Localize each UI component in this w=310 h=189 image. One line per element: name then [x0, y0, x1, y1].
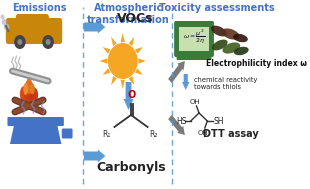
Ellipse shape [20, 86, 28, 102]
Polygon shape [129, 37, 134, 46]
Circle shape [17, 39, 22, 45]
Polygon shape [129, 76, 134, 85]
Text: OH: OH [189, 99, 200, 105]
FancyArrow shape [168, 115, 185, 135]
Text: HS: HS [177, 116, 187, 125]
Ellipse shape [23, 81, 35, 103]
Text: SH: SH [214, 116, 224, 125]
FancyBboxPatch shape [174, 21, 214, 57]
FancyArrow shape [182, 74, 189, 90]
Polygon shape [111, 37, 117, 46]
Ellipse shape [23, 83, 28, 95]
Text: R₂: R₂ [149, 130, 158, 139]
FancyArrow shape [84, 20, 105, 33]
FancyArrow shape [168, 61, 185, 83]
Text: Toxicity assessments: Toxicity assessments [159, 3, 275, 13]
Polygon shape [138, 58, 146, 64]
Ellipse shape [30, 88, 38, 102]
Circle shape [0, 15, 5, 19]
Text: OH: OH [198, 130, 208, 136]
Ellipse shape [211, 26, 227, 36]
Circle shape [46, 39, 51, 45]
Circle shape [108, 43, 138, 79]
FancyBboxPatch shape [179, 27, 209, 51]
FancyBboxPatch shape [7, 117, 64, 126]
Circle shape [42, 35, 54, 49]
Polygon shape [103, 68, 110, 75]
Polygon shape [111, 76, 117, 85]
Polygon shape [100, 58, 107, 64]
Text: chemical reactivity
towards thiols: chemical reactivity towards thiols [194, 77, 257, 90]
Polygon shape [135, 68, 143, 75]
Text: $\omega = \dfrac{\mu^2}{2\eta}$: $\omega = \dfrac{\mu^2}{2\eta}$ [183, 28, 206, 46]
FancyBboxPatch shape [62, 129, 73, 139]
Text: Atmospheric
transformation: Atmospheric transformation [87, 3, 170, 25]
Text: Carbonyls: Carbonyls [96, 160, 166, 174]
Circle shape [14, 35, 26, 49]
Ellipse shape [223, 42, 240, 54]
Polygon shape [10, 121, 61, 144]
Ellipse shape [222, 28, 239, 40]
Polygon shape [135, 47, 143, 54]
Text: R₁: R₁ [103, 130, 111, 139]
Ellipse shape [233, 34, 248, 42]
FancyArrow shape [124, 82, 134, 110]
FancyBboxPatch shape [16, 14, 49, 34]
Polygon shape [121, 33, 125, 42]
Circle shape [2, 19, 7, 25]
Polygon shape [121, 80, 125, 89]
Text: VOCs: VOCs [117, 12, 153, 26]
Ellipse shape [212, 40, 228, 50]
FancyBboxPatch shape [6, 18, 62, 44]
Ellipse shape [30, 84, 35, 94]
Circle shape [4, 23, 10, 30]
Polygon shape [103, 47, 110, 54]
Text: Emissions: Emissions [12, 3, 67, 13]
Text: Electrophilicity index ω: Electrophilicity index ω [206, 59, 307, 68]
FancyBboxPatch shape [177, 53, 211, 60]
Text: O: O [128, 90, 136, 100]
Text: DTT assay: DTT assay [203, 129, 259, 139]
Ellipse shape [234, 47, 249, 55]
Ellipse shape [26, 78, 32, 94]
Circle shape [46, 78, 51, 84]
FancyArrow shape [84, 149, 105, 163]
